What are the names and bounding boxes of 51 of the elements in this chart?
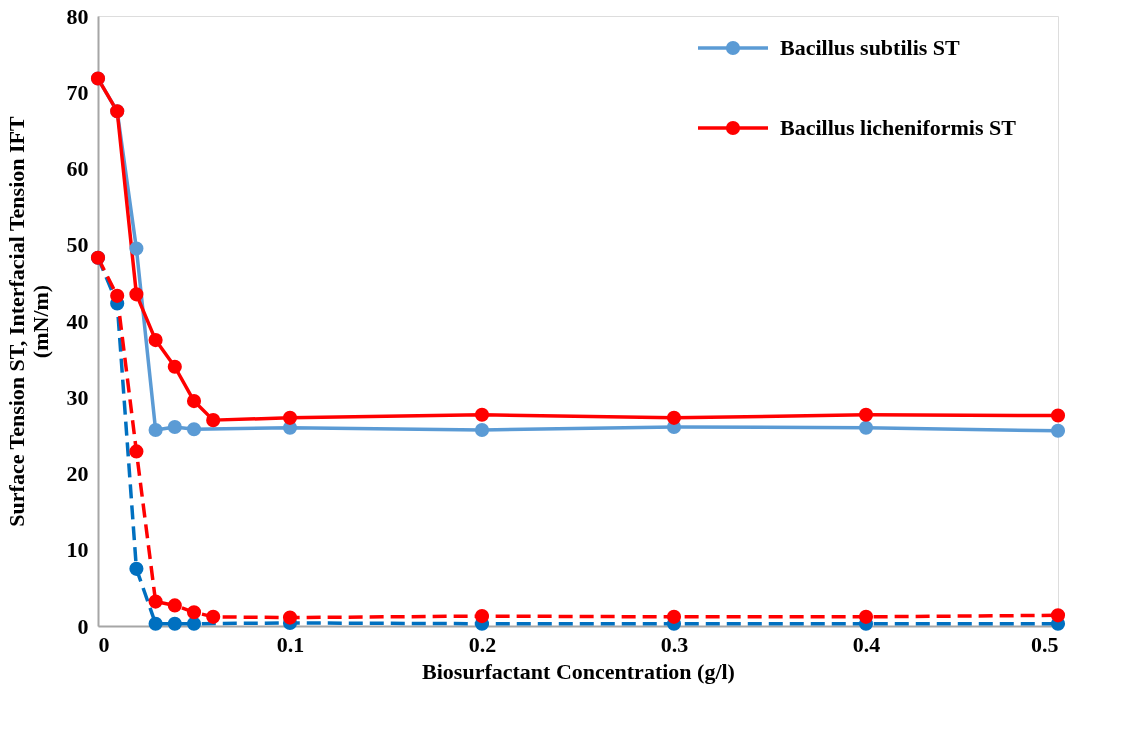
point xyxy=(148,594,163,609)
y-tick-label: 80 xyxy=(66,3,89,29)
y-tick-label: 70 xyxy=(66,79,89,105)
point xyxy=(186,605,202,620)
point xyxy=(858,420,874,435)
point xyxy=(858,609,874,624)
point xyxy=(186,616,202,631)
point xyxy=(167,598,182,613)
x-tick-label: 0.5 xyxy=(1031,631,1059,657)
point xyxy=(186,422,202,437)
point xyxy=(1050,423,1066,438)
point xyxy=(129,241,144,256)
point xyxy=(1050,408,1066,423)
y-tick-label: 60 xyxy=(66,156,89,181)
point xyxy=(167,616,182,631)
y-tick-label: 50 xyxy=(66,232,89,258)
point xyxy=(282,410,298,425)
point xyxy=(148,333,163,348)
point xyxy=(666,410,682,425)
point xyxy=(148,616,163,631)
point xyxy=(129,561,144,576)
point xyxy=(167,359,182,374)
x-tick-label: 0.4 xyxy=(852,631,881,657)
x-tick-label: 0.3 xyxy=(660,631,689,657)
x-tick-label: 0.1 xyxy=(276,631,305,657)
point xyxy=(167,419,182,435)
point xyxy=(186,394,202,409)
point xyxy=(129,287,144,302)
point xyxy=(474,422,490,438)
point xyxy=(206,413,221,428)
point xyxy=(666,609,682,624)
point xyxy=(474,609,490,624)
point xyxy=(858,407,874,422)
point xyxy=(1050,608,1066,623)
y-axis-title: Surface Tension ST, Interfacial Tension IFT (mN/m) xyxy=(3,116,53,527)
legend-label: Bacillus licheniformis ST xyxy=(780,115,1017,140)
y-tick-label: 10 xyxy=(66,537,89,563)
legend-label: Bacillus subtilis ST xyxy=(780,35,961,60)
point xyxy=(148,422,163,438)
y-tick-label: 20 xyxy=(66,461,89,486)
point xyxy=(110,288,125,303)
point xyxy=(129,444,144,459)
point xyxy=(206,609,221,624)
x-tick-label: 0.2 xyxy=(468,631,497,657)
x-tick-label: 0 xyxy=(98,631,110,657)
y-tick-label: 0 xyxy=(77,613,89,639)
point xyxy=(282,610,298,625)
y-tick-label: 30 xyxy=(66,384,89,410)
point xyxy=(474,407,490,422)
y-tick-label: 40 xyxy=(66,308,89,334)
x-axis-title: Biosurfactant Concentration (g/l) xyxy=(422,658,735,684)
